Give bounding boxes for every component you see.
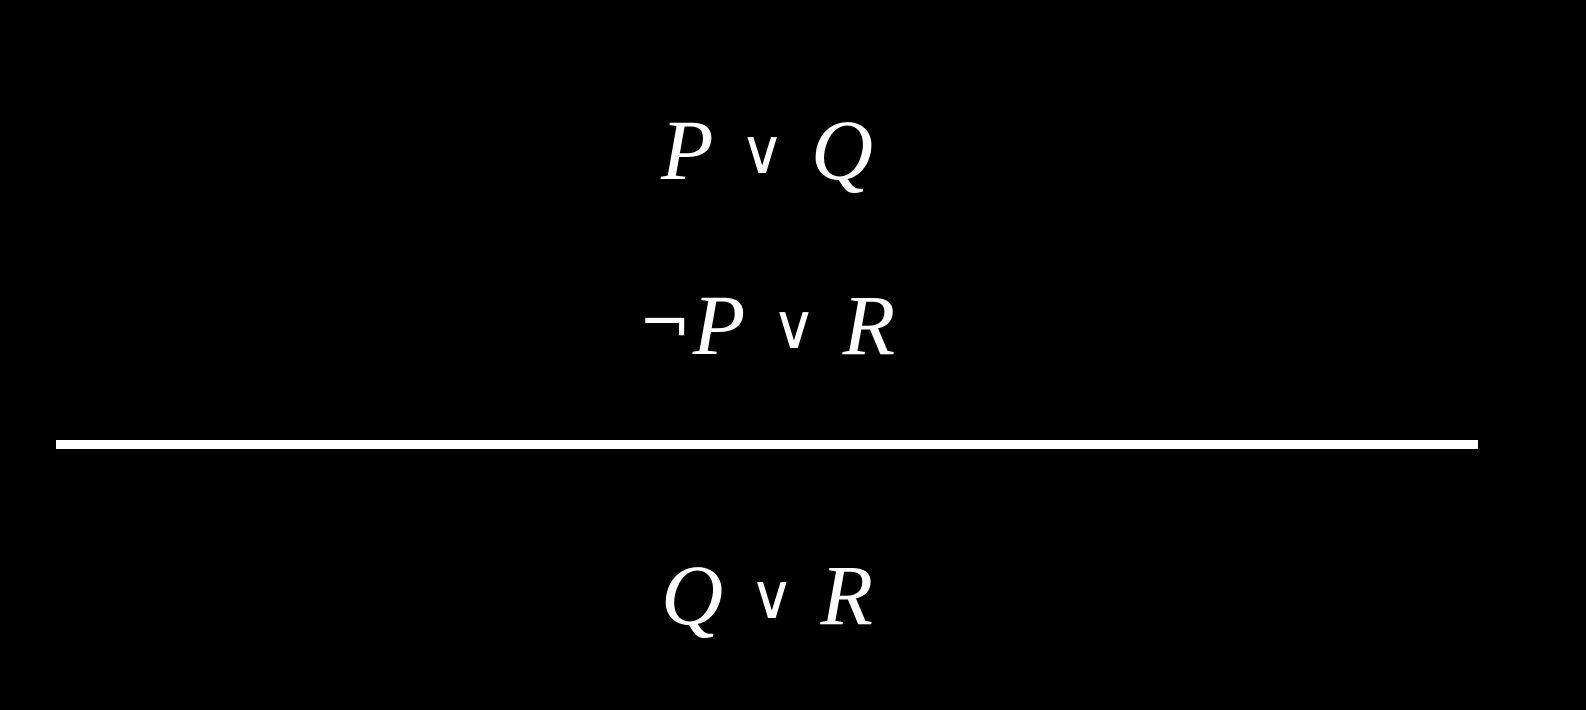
- conclusion-right-variable: R: [820, 547, 874, 643]
- premise-1-or-operator: ∨: [739, 115, 785, 188]
- premise-2-left-variable: P: [692, 277, 746, 373]
- conclusion-left-variable: Q: [660, 547, 724, 643]
- premise-2-right-variable: R: [842, 277, 896, 373]
- premise-2-or-operator: ∨: [771, 290, 817, 363]
- premise-1-right-variable: Q: [810, 102, 874, 198]
- conclusion-or-operator: ∨: [749, 560, 795, 633]
- premise-2-negation-operator: ¬: [638, 286, 691, 359]
- premise-1-left-variable: P: [660, 102, 714, 198]
- premise-p-or-q: P ∨ Q: [0, 100, 1534, 208]
- inference-line: [56, 440, 1478, 449]
- conclusion-q-or-r: Q ∨ R: [0, 545, 1534, 653]
- premise-not-p-or-r: ¬P ∨ R: [0, 275, 1534, 383]
